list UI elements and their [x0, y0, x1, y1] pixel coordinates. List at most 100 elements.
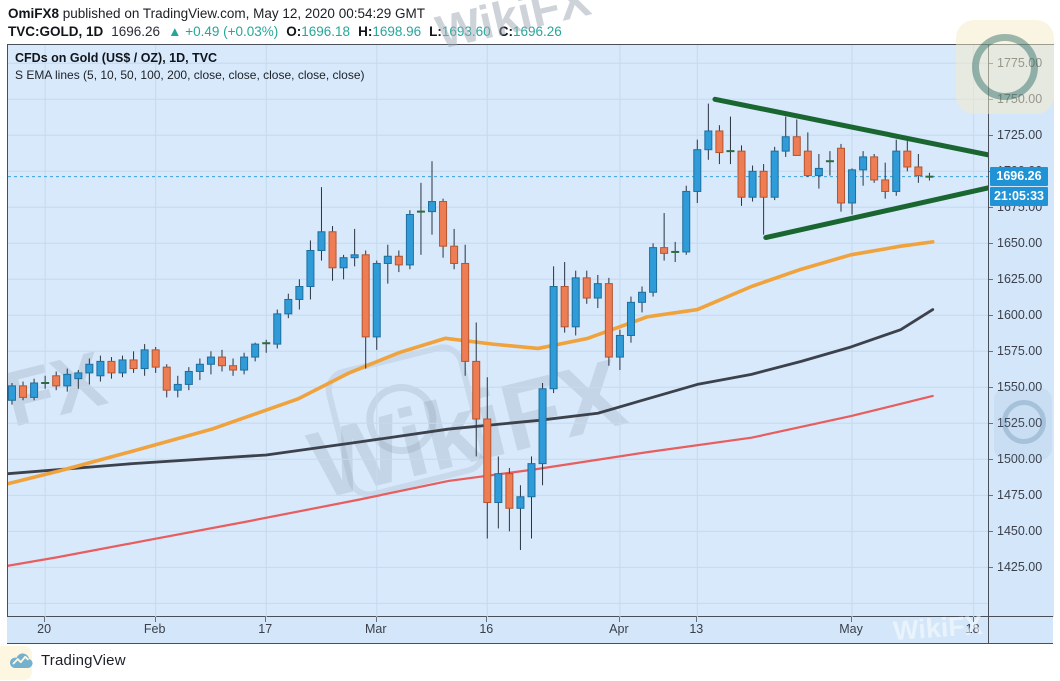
up-candle	[383, 255, 392, 264]
up-candle	[206, 356, 215, 365]
down-candle	[759, 170, 768, 198]
time-axis-label: 20	[37, 622, 52, 636]
candlestick-chart[interactable]	[8, 45, 988, 617]
down-candle	[450, 245, 459, 264]
down-candle	[361, 254, 370, 338]
time-axis-label: 13	[689, 622, 704, 636]
time-axis-label: 17	[258, 622, 273, 636]
price-axis-label: 1625.00	[997, 272, 1043, 287]
price-axis-label: 1425.00	[997, 560, 1043, 575]
up-candle	[85, 363, 94, 374]
up-candle	[173, 383, 182, 391]
symbol-line: TVC:GOLD, 1D 1696.26 ▲ +0.49 (+0.03%) O:169…	[8, 23, 562, 41]
up-candle	[96, 360, 105, 377]
up-candle	[626, 301, 635, 336]
up-candle	[30, 382, 39, 398]
time-axis-label: 16	[479, 622, 494, 636]
up-candle	[306, 249, 315, 288]
price-axis-label: 1550.00	[997, 380, 1043, 395]
ema-100-line	[8, 308, 935, 476]
published-line: OmiFX8 published on TradingView.com, May…	[8, 5, 562, 23]
up-candle	[317, 231, 326, 251]
price-axis-tick	[989, 134, 993, 136]
symbol-name: TVC:GOLD, 1D	[8, 24, 104, 39]
price-axis-tick	[989, 566, 993, 568]
up-candle	[527, 463, 536, 498]
price-axis-tick	[989, 422, 993, 424]
up-candle	[538, 388, 547, 465]
time-axis-label: Mar	[364, 622, 387, 636]
down-candle	[328, 231, 337, 269]
ema-200-line	[8, 394, 934, 567]
triangle-lower-trendline	[763, 185, 988, 241]
axis-corner-divider	[988, 617, 989, 643]
up-candle	[615, 334, 624, 358]
down-candle	[151, 349, 160, 368]
up-candle	[892, 150, 901, 192]
up-candle	[682, 190, 691, 253]
up-candle	[748, 170, 757, 198]
time-axis-tick	[265, 617, 267, 622]
chart-plot[interactable]: WikiFX WikiFX CFDs on Gold (US$ / OZ), 1…	[7, 44, 988, 617]
tradingview-brand[interactable]: TradingView	[8, 650, 126, 670]
price-axis-label: 1500.00	[997, 452, 1043, 467]
triangle-upper-trendline	[712, 96, 988, 158]
down-candle	[461, 262, 470, 362]
high-label: H:	[358, 24, 373, 39]
up-candle	[638, 291, 647, 303]
price-axis-label: 1475.00	[997, 488, 1043, 503]
price-axis-label: 1525.00	[997, 416, 1043, 431]
time-axis-tick	[44, 617, 46, 622]
down-candle	[715, 130, 724, 154]
down-candle	[836, 147, 845, 204]
up-candle	[848, 169, 857, 204]
time-axis-tick	[851, 617, 853, 622]
time-axis-tick	[486, 617, 488, 622]
up-candle	[372, 262, 381, 338]
price-change: ▲ +0.49 (+0.03%)	[168, 24, 279, 39]
up-candle	[184, 370, 193, 385]
price-axis-tick	[989, 458, 993, 460]
down-candle	[604, 283, 613, 358]
down-candle	[870, 156, 879, 181]
down-candle	[660, 247, 669, 254]
price-axis-label: 1650.00	[997, 236, 1043, 251]
legend-symbol-title: CFDs on Gold (US$ / OZ), 1D, TVC	[15, 51, 218, 65]
price-axis-tick	[989, 278, 993, 280]
down-candle	[19, 385, 28, 398]
low-label: L:	[429, 24, 442, 39]
time-axis-label: Feb	[143, 622, 166, 636]
price-axis-label: 1750.00	[997, 92, 1043, 107]
price-axis-label: 1600.00	[997, 308, 1043, 323]
up-candle	[339, 257, 348, 269]
up-candle	[118, 359, 127, 374]
price-axis-tick	[989, 62, 993, 64]
chart-legend: CFDs on Gold (US$ / OZ), 1D, TVC S EMA l…	[15, 50, 365, 83]
up-candle	[593, 283, 602, 299]
up-candle	[350, 254, 359, 259]
down-candle	[560, 286, 569, 328]
time-axis-label: 18	[965, 622, 980, 636]
time-axis-tick	[618, 617, 620, 622]
down-candle	[107, 360, 116, 374]
last-price-badge: 1696.26	[990, 167, 1048, 187]
price-axis-tick	[989, 98, 993, 100]
time-axis-tick	[154, 617, 156, 622]
down-candle	[472, 360, 481, 420]
down-candle	[903, 150, 912, 168]
down-candle	[217, 356, 226, 367]
up-candle	[140, 349, 149, 370]
time-axis[interactable]: 20 Feb 17 Mar 16 Apr 13 May 18	[7, 616, 1053, 644]
price-axis-label: 1450.00	[997, 524, 1043, 539]
tradingview-brand-label: TradingView	[41, 651, 126, 669]
up-candle	[284, 298, 293, 315]
down-candle	[483, 418, 492, 504]
price-axis-tick	[989, 242, 993, 244]
down-candle	[737, 150, 746, 198]
price-axis[interactable]: 1696.26 21:05:33 1775.001750.001725.0017…	[988, 44, 1054, 617]
price-axis-label: 1725.00	[997, 128, 1043, 143]
down-candle	[162, 366, 171, 391]
tradingview-logo-icon	[9, 653, 33, 668]
price-axis-tick	[989, 350, 993, 352]
